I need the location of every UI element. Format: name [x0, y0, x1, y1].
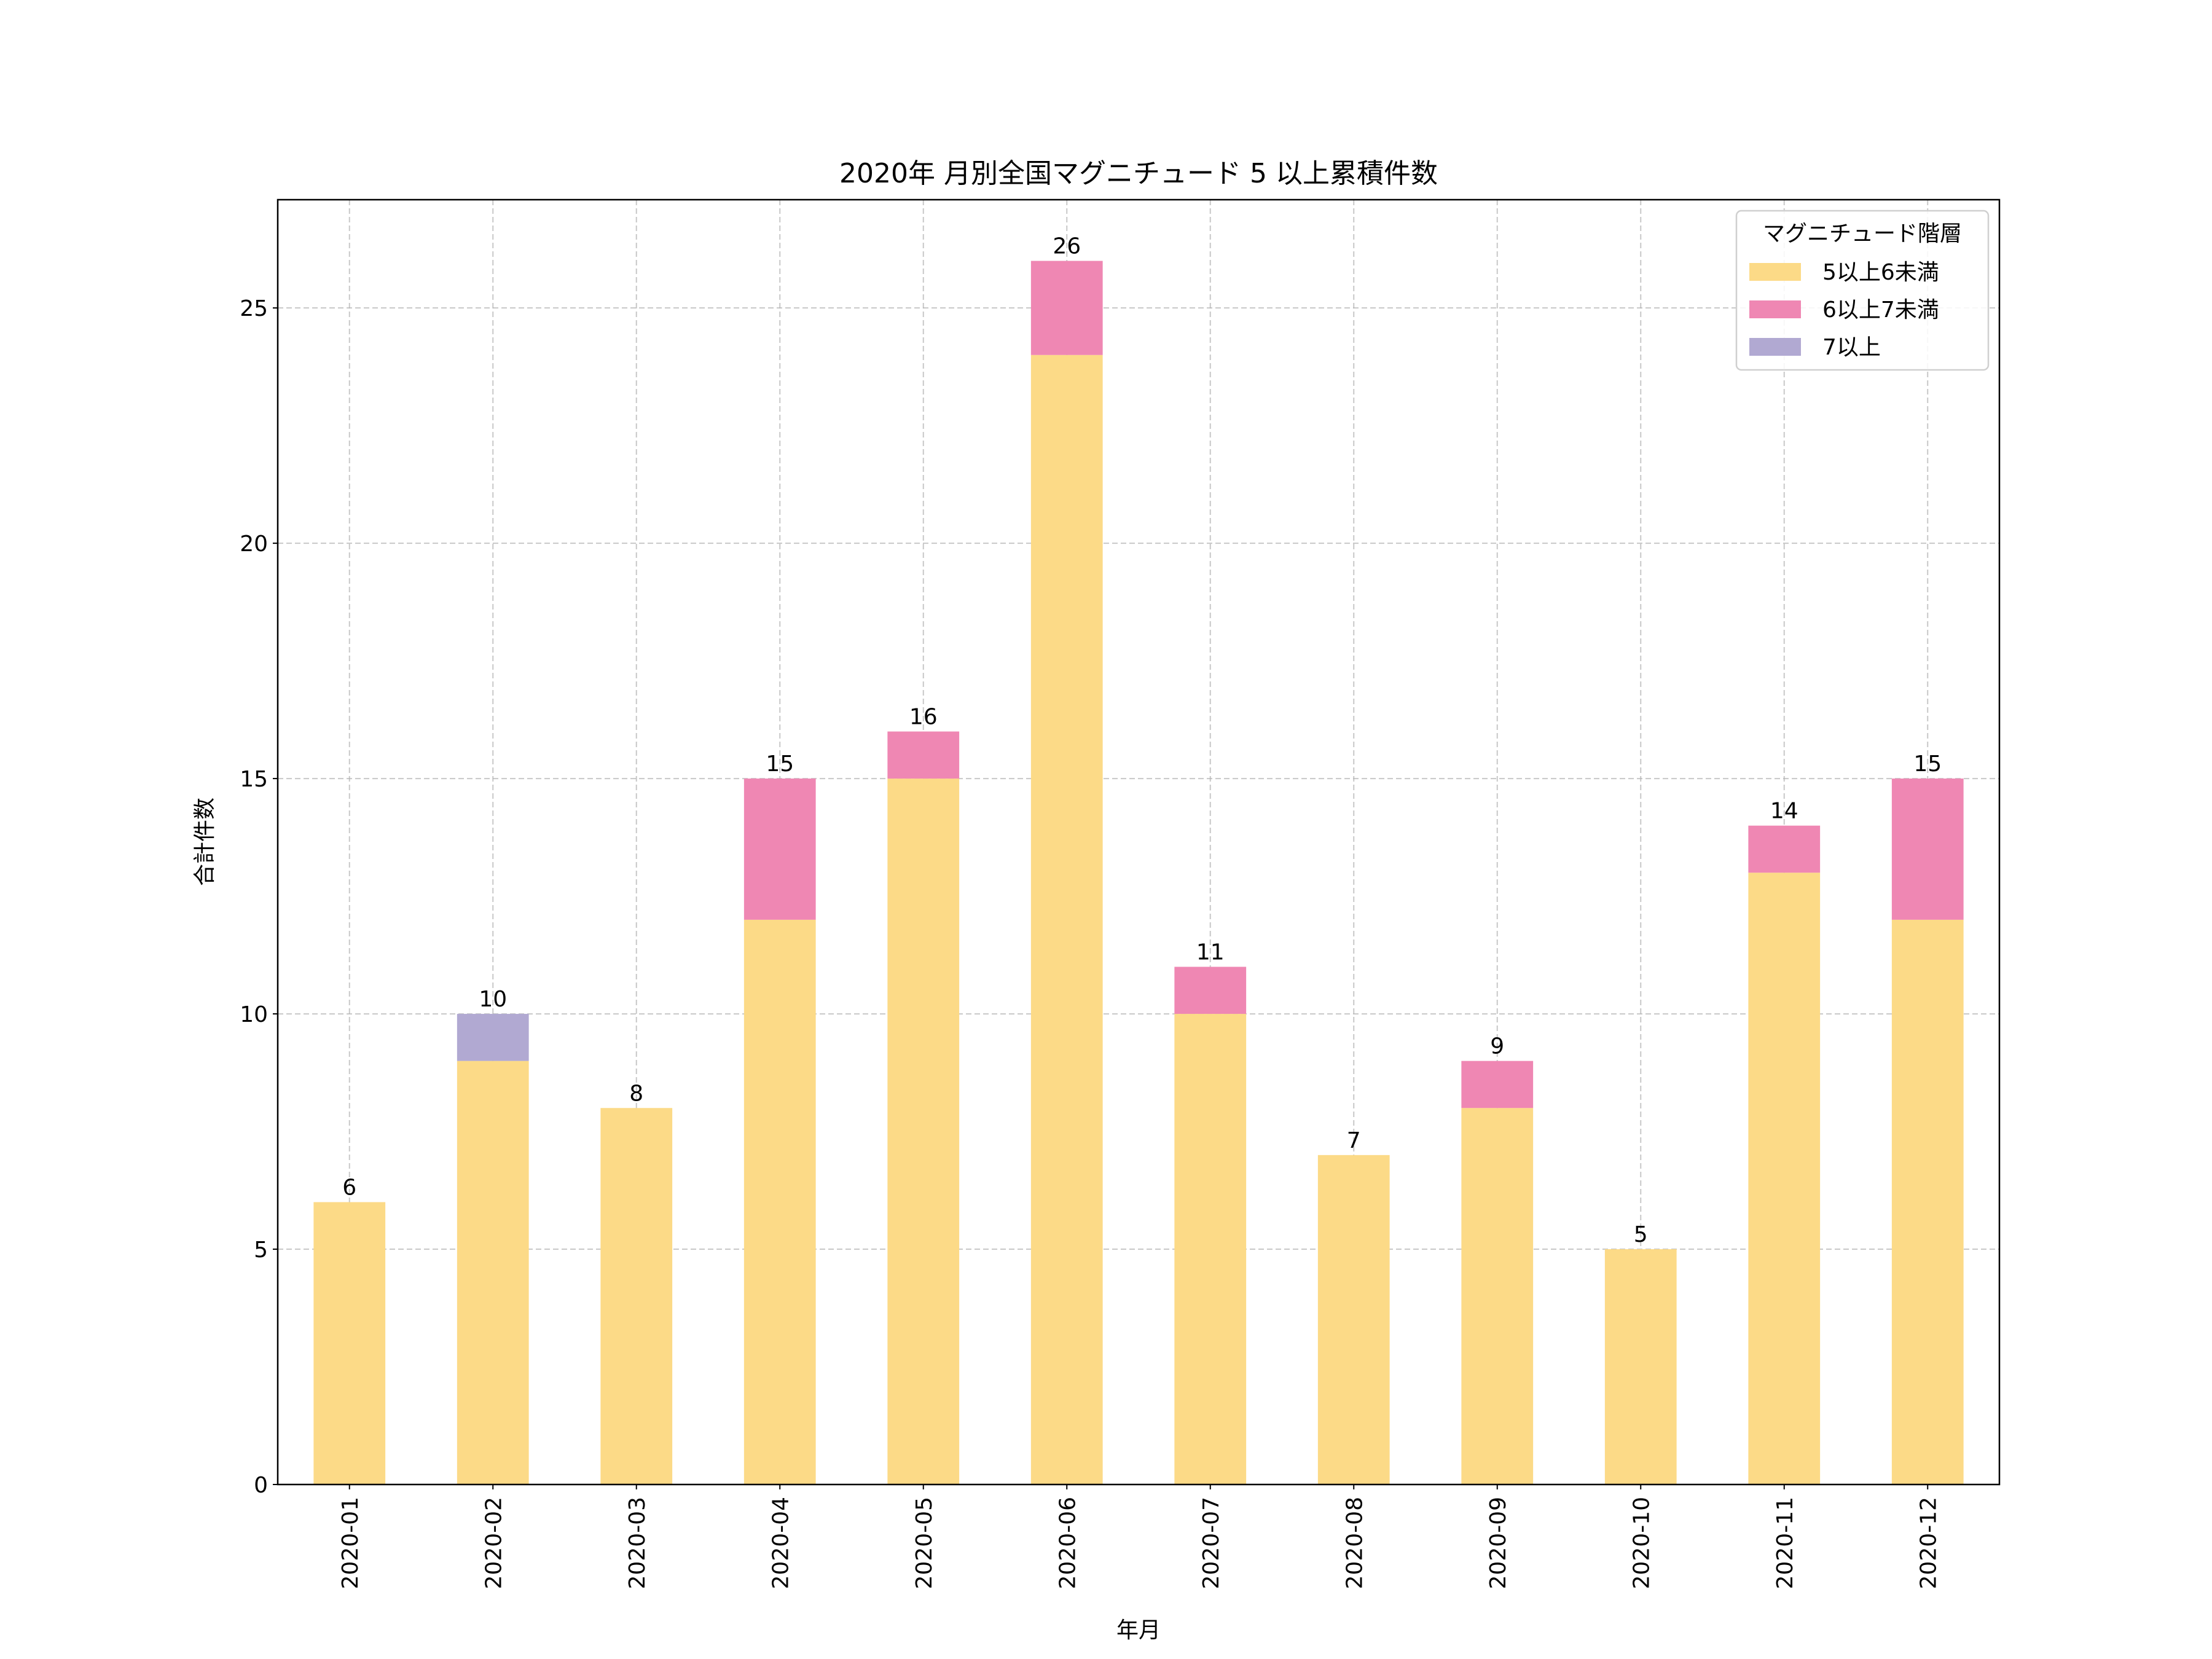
plot-frame: [276, 198, 2001, 1486]
legend-swatch: [1749, 300, 1801, 318]
x-tick-label: 2020-03: [625, 1497, 650, 1589]
x-tick-label: 2020-06: [1055, 1497, 1080, 1589]
y-tick-label: 10: [240, 1002, 268, 1027]
x-tick-label: 2020-01: [338, 1497, 363, 1589]
total-label: 14: [1770, 799, 1798, 824]
data-labels: 6 10 8 15 16 26 11 7 9 5 14 15: [342, 234, 1942, 1247]
total-label: 15: [1913, 751, 1942, 777]
bar-segment-2: [1748, 825, 1821, 873]
x-tick-label: 2020-10: [1629, 1497, 1654, 1589]
y-tick-label: 0: [254, 1473, 268, 1498]
chart-title: 2020年 月別全国マグニチュード 5 以上累積件数: [839, 158, 1438, 189]
x-tick-label: 2020-04: [768, 1497, 793, 1589]
ticks: 0 5 10 15 20 25 2020-01 2020-02 2020-03 2020-04 20…: [240, 296, 1941, 1589]
x-tick-label: 2020-09: [1486, 1497, 1511, 1589]
x-tick-label: 2020-11: [1773, 1497, 1798, 1589]
legend-entry: 5以上6未満: [1822, 260, 1939, 285]
bar-segment-1: [600, 1108, 673, 1484]
legend-entry: 7以上: [1822, 335, 1881, 360]
total-label: 10: [479, 987, 507, 1012]
bar-segment-1: [1174, 1014, 1247, 1484]
x-tick-label: 2020-05: [912, 1497, 937, 1589]
total-label: 8: [629, 1081, 643, 1106]
x-tick-label: 2020-02: [481, 1497, 506, 1589]
y-tick-label: 25: [240, 296, 268, 321]
bar-segment-1: [457, 1061, 529, 1484]
bar-segment-2: [1891, 779, 1964, 920]
x-tick-label: 2020-07: [1199, 1497, 1224, 1589]
bar-segment-1: [1891, 919, 1964, 1484]
legend-swatch: [1749, 263, 1801, 281]
bar-segment-3: [457, 1014, 529, 1061]
total-label: 7: [1347, 1128, 1361, 1153]
x-axis-label: 年月: [1116, 1618, 1161, 1643]
total-label: 5: [1634, 1222, 1648, 1247]
total-label: 6: [342, 1175, 356, 1200]
total-label: 9: [1490, 1034, 1504, 1059]
legend-title: マグニチュード階層: [1763, 221, 1962, 246]
total-label: 15: [766, 751, 794, 777]
bar-segment-1: [1317, 1155, 1390, 1484]
grid: [278, 200, 1999, 1485]
bar-segment-2: [1030, 261, 1103, 355]
bar-segment-1: [1748, 873, 1821, 1484]
y-axis-label: 合計件数: [192, 798, 218, 886]
bar-segment-2: [743, 779, 816, 920]
bars: [313, 261, 1964, 1484]
y-tick-label: 20: [240, 531, 268, 557]
bar-segment-1: [313, 1202, 386, 1484]
y-tick-label: 5: [254, 1237, 268, 1263]
total-label: 26: [1053, 234, 1081, 259]
x-tick-label: 2020-08: [1342, 1497, 1367, 1589]
total-label: 16: [909, 705, 938, 730]
legend-entry: 6以上7未満: [1822, 297, 1939, 323]
legend-frame: [1735, 210, 1990, 371]
legend: マグニチュード階層 5以上6未満 6以上7未満 7以上: [1735, 210, 1990, 371]
bar-segment-2: [1174, 967, 1247, 1014]
x-tick-label: 2020-12: [1916, 1497, 1941, 1589]
y-tick-label: 15: [240, 767, 268, 792]
bar-segment-1: [1030, 355, 1103, 1484]
bar-segment-1: [1461, 1108, 1534, 1484]
bar-segment-1: [887, 779, 960, 1484]
bar-segment-2: [1461, 1061, 1534, 1108]
total-label: 11: [1196, 939, 1225, 965]
bar-segment-2: [887, 731, 960, 779]
bar-segment-1: [743, 919, 816, 1484]
bar-segment-1: [1604, 1249, 1677, 1484]
legend-swatch: [1749, 338, 1801, 356]
